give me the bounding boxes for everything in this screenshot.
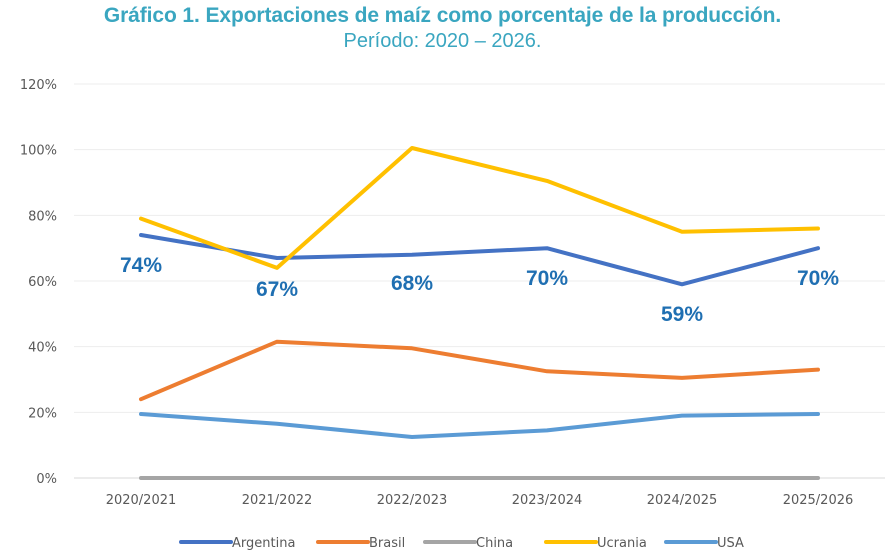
y-tick-label: 0%: [36, 472, 57, 487]
data-label: 70%: [797, 267, 839, 290]
legend-label: Ucrania: [597, 536, 647, 551]
data-label: 70%: [526, 267, 568, 290]
legend-item-ucrania: Ucrania: [544, 536, 647, 551]
data-label: 68%: [391, 272, 433, 295]
series-line-ucrania: [139, 146, 820, 270]
data-label: 67%: [256, 278, 298, 301]
legend-label: Brasil: [369, 536, 405, 551]
y-tick-label: 20%: [28, 406, 57, 421]
y-tick-label: 60%: [28, 275, 57, 290]
x-tick-label: 2021/2022: [242, 493, 313, 508]
y-tick-label: 120%: [20, 78, 57, 93]
chart-title: Gráfico 1. Exportaciones de maíz como po…: [103, 4, 782, 27]
series-line-brasil: [139, 339, 820, 402]
x-tick-label: 2020/2021: [106, 493, 177, 508]
x-tick-label: 2024/2025: [647, 493, 718, 508]
legend-item-argentina: Argentina: [179, 536, 295, 551]
chart-title-block: Gráfico 1. Exportaciones de maíz como po…: [0, 0, 885, 53]
y-axis: 0% 20% 40% 60% 80% 100% 120%: [20, 78, 57, 487]
legend-label: Argentina: [232, 536, 295, 551]
legend-label: China: [476, 536, 513, 551]
data-labels: 74% 67% 68% 70% 59% 70%: [120, 254, 839, 326]
legend-item-usa: USA: [664, 536, 744, 551]
legend-item-brasil: Brasil: [316, 536, 405, 551]
data-label: 74%: [120, 254, 162, 277]
y-tick-label: 40%: [28, 341, 57, 356]
legend-item-china: China: [423, 536, 513, 551]
x-axis: 2020/2021 2021/2022 2022/2023 2023/2024 2024…: [106, 493, 854, 508]
series-line-argentina: [139, 233, 820, 287]
legend-label: USA: [717, 536, 744, 551]
x-tick-label: 2025/2026: [783, 493, 854, 508]
legend: Argentina Brasil China Ucrania USA: [179, 536, 744, 551]
series-lines: [139, 146, 820, 480]
y-tick-label: 80%: [28, 209, 57, 224]
x-tick-label: 2022/2023: [377, 493, 448, 508]
series-line-usa: [139, 412, 820, 439]
y-tick-label: 100%: [20, 144, 57, 159]
data-label: 59%: [661, 303, 703, 326]
x-tick-label: 2023/2024: [512, 493, 583, 508]
chart-subtitle: Período: 2020 – 2026.: [343, 30, 542, 52]
